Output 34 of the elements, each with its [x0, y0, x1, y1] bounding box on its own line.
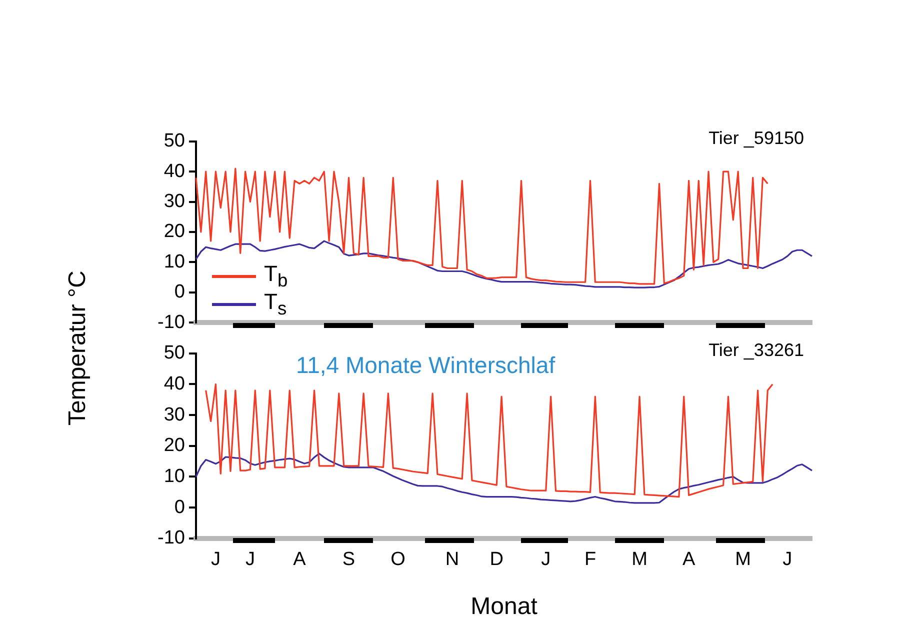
- x-tick-label: O: [390, 549, 406, 570]
- x-tick-label: M: [632, 549, 648, 570]
- y-tick-label: 10: [164, 466, 185, 487]
- y-tick-label: -10: [158, 312, 185, 333]
- y-tick-label: 40: [164, 373, 185, 394]
- annotation: 11,4 Monate Winterschlaf: [296, 352, 556, 379]
- y-tick-label: 30: [164, 191, 185, 212]
- x-tick-label: J: [210, 549, 220, 570]
- x-tick-label: A: [682, 549, 696, 570]
- legend-label: T$_{b}$: [264, 260, 288, 290]
- y-tick-label: 10: [164, 251, 185, 272]
- y-axis-title: Temperatur °C: [64, 270, 92, 426]
- y-tick-label: 50: [164, 130, 185, 152]
- y-tick-label: -10: [158, 528, 185, 549]
- y-tick-label: 0: [174, 496, 185, 518]
- y-tick-label: 40: [164, 160, 185, 182]
- x-tick-label: A: [293, 549, 306, 570]
- y-tick-label: 20: [164, 435, 185, 456]
- x-tick-label: F: [584, 549, 596, 570]
- x-tick-label: J: [782, 549, 792, 570]
- x-axis-title: Monat: [470, 593, 538, 620]
- x-tick-label: M: [735, 549, 751, 570]
- x-tick-label: J: [245, 549, 255, 570]
- y-tick-label: 0: [174, 282, 185, 303]
- y-tick-label: 30: [164, 404, 185, 426]
- x-tick-label: N: [445, 549, 460, 570]
- x-tick-label: J: [541, 549, 551, 570]
- annotation: Tier _59150: [708, 128, 804, 149]
- y-tick-label: 20: [164, 221, 185, 242]
- y-tick-label: 50: [164, 342, 185, 364]
- x-tick-label: S: [342, 549, 356, 570]
- x-tick-label: D: [490, 549, 504, 570]
- legend-label: T$_{s}$: [264, 288, 287, 320]
- annotation: Tier _33261: [708, 340, 804, 361]
